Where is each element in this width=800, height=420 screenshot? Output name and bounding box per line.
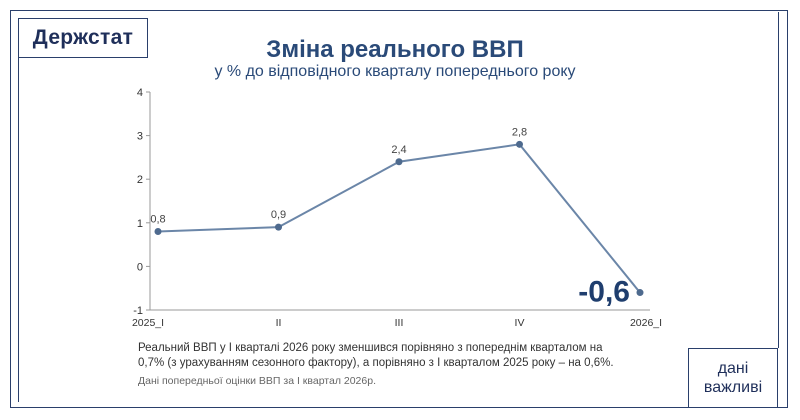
series-line [157, 143, 641, 294]
important-data-badge: дані важливі [688, 348, 778, 408]
y-tick-label: 2 [137, 174, 143, 186]
x-tick-label: III [395, 317, 404, 329]
y-tick-label: 0 [137, 261, 143, 273]
data-point [395, 158, 403, 166]
data-point [636, 289, 644, 297]
x-tick-label: IV [515, 317, 525, 329]
outer-frame [10, 10, 788, 408]
data-point [275, 223, 282, 231]
footer-note: Реальний ВВП у I кварталі 2026 року змен… [138, 341, 698, 371]
brand-logo: Держстат [18, 18, 148, 58]
y-tick-label: 4 [137, 87, 143, 99]
x-tick-label: 2025_I [132, 317, 164, 329]
chart-subtitle: у % до відповідного кварталу попередньог… [214, 63, 576, 80]
frame-left-border [18, 58, 19, 402]
data-label: 2,8 [512, 126, 527, 138]
data-label: 2,4 [391, 144, 406, 156]
badge-line-1: дані [717, 360, 749, 377]
y-tick-label: -1 [133, 305, 143, 317]
y-tick-label: 3 [137, 131, 143, 143]
frame-right-border [778, 12, 779, 348]
data-label: 0,9 [271, 209, 286, 221]
brand-logo-text: Держстат [32, 26, 134, 49]
chart-title: Зміна реального ВВП [266, 36, 524, 63]
source-note: Дані попередньої оцінки ВВП за I квартал… [138, 375, 376, 387]
data-point [516, 140, 523, 148]
y-tick-label: 1 [137, 218, 143, 230]
data-label-highlight: -0,6 [578, 276, 630, 309]
data-point [154, 228, 162, 236]
footer-note-line-1: Реальний ВВП у I кварталі 2026 року змен… [138, 342, 603, 354]
x-tick-label: II [276, 317, 282, 329]
data-label: 0,8 [150, 214, 165, 226]
x-tick-label: 2026_I [630, 317, 662, 329]
footer-note-line-2: 0,7% (з урахуванням сезонного фактору), … [138, 357, 614, 369]
badge-line-2: важливі [703, 379, 763, 396]
